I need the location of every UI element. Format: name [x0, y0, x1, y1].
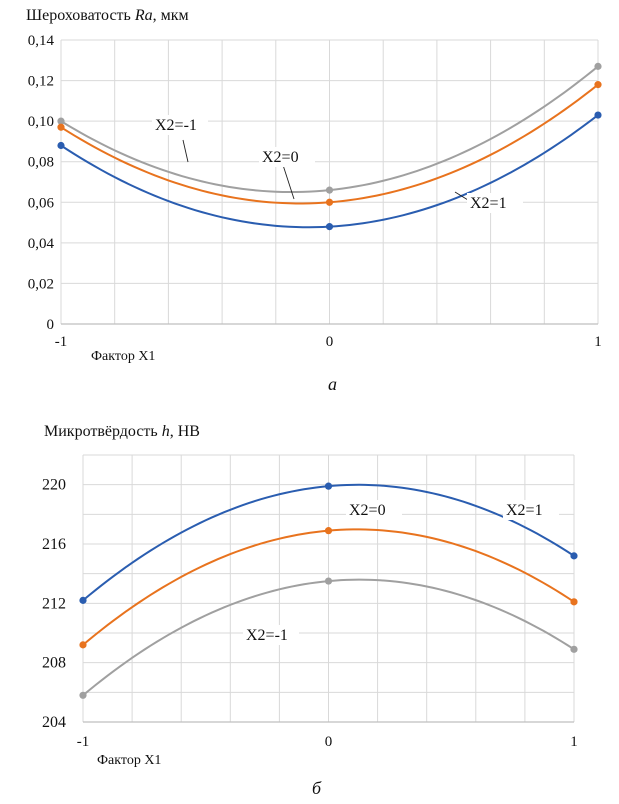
- series-annotation: X2=0: [349, 502, 386, 519]
- chart-roughness: Шероховатость Ra, мкм 0 0,02 0,04 0,06 0,08 0…: [26, 7, 602, 394]
- y-tick-label: 0,04: [28, 236, 55, 252]
- chart-b-caption: б: [312, 778, 322, 798]
- data-point: [324, 527, 333, 535]
- annotation-background: [467, 193, 523, 213]
- data-point: [325, 186, 334, 194]
- data-point: [79, 641, 87, 649]
- data-point: [79, 691, 87, 699]
- chart-microhardness: Микротвёрдость h, НВ 204 208 212 216 220 -1 0…: [42, 423, 578, 798]
- chart-a-title: Шероховатость Ra, мкм: [26, 7, 189, 24]
- annotation-background: [346, 500, 402, 520]
- data-point: [324, 577, 333, 585]
- data-point: [594, 62, 602, 70]
- data-point: [57, 123, 65, 131]
- annotation-background: [152, 115, 208, 135]
- x-tick-label: -1: [77, 734, 90, 750]
- data-point: [594, 111, 602, 119]
- series-annotation: X2=1: [506, 502, 543, 519]
- x-tick-label: 1: [594, 334, 602, 350]
- data-point: [325, 198, 334, 206]
- data-point: [57, 117, 65, 125]
- y-tick-label: 0,12: [28, 74, 54, 90]
- y-tick-label: 212: [42, 595, 66, 612]
- x-tick-label: 1: [570, 734, 578, 750]
- y-tick-label: 0,02: [28, 276, 54, 292]
- data-point: [570, 552, 578, 560]
- series-annotation: X2=-1: [246, 627, 288, 644]
- annotation-background: [243, 625, 299, 645]
- y-tick-label: 204: [42, 714, 66, 731]
- y-tick-label: 220: [42, 477, 66, 494]
- chart-b-title: Микротвёрдость h, НВ: [44, 423, 200, 440]
- series-annotation: X2=-1: [155, 117, 197, 134]
- data-point: [570, 598, 578, 606]
- y-tick-label: 0,14: [28, 33, 55, 49]
- x-tick-label: 0: [326, 334, 334, 350]
- series-annotation: X2=1: [470, 195, 507, 212]
- data-point: [57, 141, 65, 150]
- data-point: [325, 223, 334, 231]
- chart-b-xlabel: Фактор X1: [97, 753, 161, 768]
- data-point: [324, 482, 333, 490]
- x-tick-label: 0: [325, 734, 333, 750]
- x-tick-label: -1: [55, 334, 68, 350]
- annotation-background: [259, 147, 315, 167]
- data-point: [570, 645, 578, 653]
- data-point: [594, 81, 602, 89]
- annotation-background: [503, 500, 559, 520]
- annotation-leader: [182, 139, 189, 163]
- chart-a-caption: а: [328, 374, 337, 394]
- data-point: [79, 596, 87, 604]
- annotation-leader: [282, 164, 295, 200]
- y-tick-label: 208: [42, 655, 66, 672]
- annotation-leader: [454, 191, 469, 201]
- chart-a-xlabel: Фактор X1: [91, 349, 155, 364]
- series-annotation: X2=0: [262, 149, 299, 166]
- y-tick-label: 216: [42, 536, 66, 553]
- y-tick-label: 0: [47, 317, 55, 333]
- y-tick-label: 0,06: [28, 195, 55, 211]
- y-tick-label: 0,10: [28, 114, 54, 130]
- y-tick-label: 0,08: [28, 155, 54, 171]
